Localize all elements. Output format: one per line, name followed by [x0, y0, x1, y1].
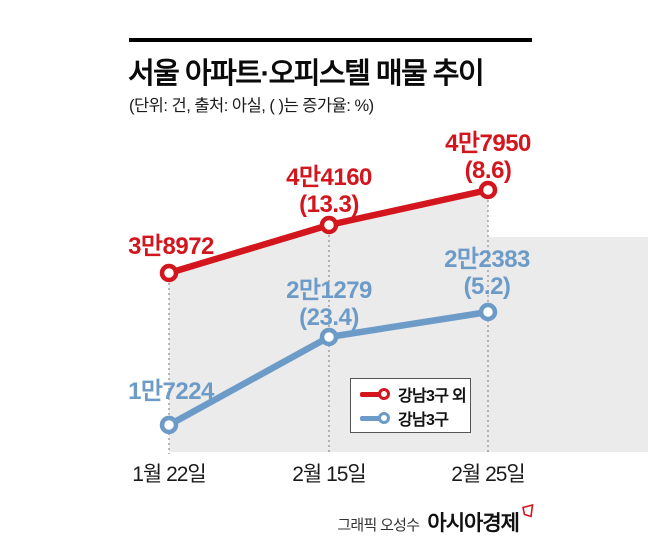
- x-axis-label: 1월 22일: [132, 463, 207, 486]
- legend-label-gangnam3: 강남3구: [398, 412, 449, 429]
- series-line-gangnam3-outside: [165, 186, 492, 277]
- open-circle-marker-icon: [378, 388, 390, 400]
- data-point-label: 3만8972: [128, 233, 214, 260]
- data-point-label: 1만7224: [128, 378, 215, 405]
- x-axis-label: 2월 15일: [292, 463, 367, 486]
- blue-line-marker-icon: [360, 412, 390, 425]
- legend-item-gangnam3-outside: 강남3구 외: [360, 382, 470, 406]
- chart-legend: 강남3구 외 강남3구: [350, 378, 471, 433]
- data-point-marker: [159, 263, 179, 283]
- red-line-marker-icon: [360, 388, 390, 401]
- legend-item-gangnam3: 강남3구: [360, 406, 470, 430]
- data-point-label: 4만4160 (13.3): [286, 164, 372, 218]
- title-top-rule: [129, 38, 532, 42]
- data-point-label: 2만1279 (23.4): [286, 277, 372, 331]
- legend-line-swatch: [360, 416, 385, 421]
- x-axis-label: 2월 25일: [451, 463, 526, 486]
- credit-graphic-author: 그래픽 오성수: [337, 517, 420, 534]
- data-point-label: 2만2383 (5.2): [444, 246, 530, 300]
- open-circle-marker-icon: [378, 412, 390, 424]
- data-point-marker: [478, 180, 498, 200]
- page-title: 서울 아파트·오피스텔 매물 추이: [128, 58, 485, 90]
- chart-subtitle: (단위: 건, 출처: 아실, ( )는 증가율: %): [129, 97, 374, 115]
- brand-logo-text: 아시아경제: [427, 512, 520, 535]
- legend-line-swatch: [360, 392, 385, 397]
- data-point-marker: [319, 327, 339, 347]
- data-point-label: 4만7950 (8.6): [445, 130, 531, 184]
- data-point-marker: [159, 415, 179, 435]
- brand-flag-icon: [522, 504, 534, 518]
- data-point-marker: [478, 302, 498, 322]
- legend-label-gangnam3-outside: 강남3구 외: [398, 388, 467, 405]
- data-point-marker: [319, 215, 339, 235]
- credit-line: 그래픽 오성수 아시아경제: [337, 504, 534, 537]
